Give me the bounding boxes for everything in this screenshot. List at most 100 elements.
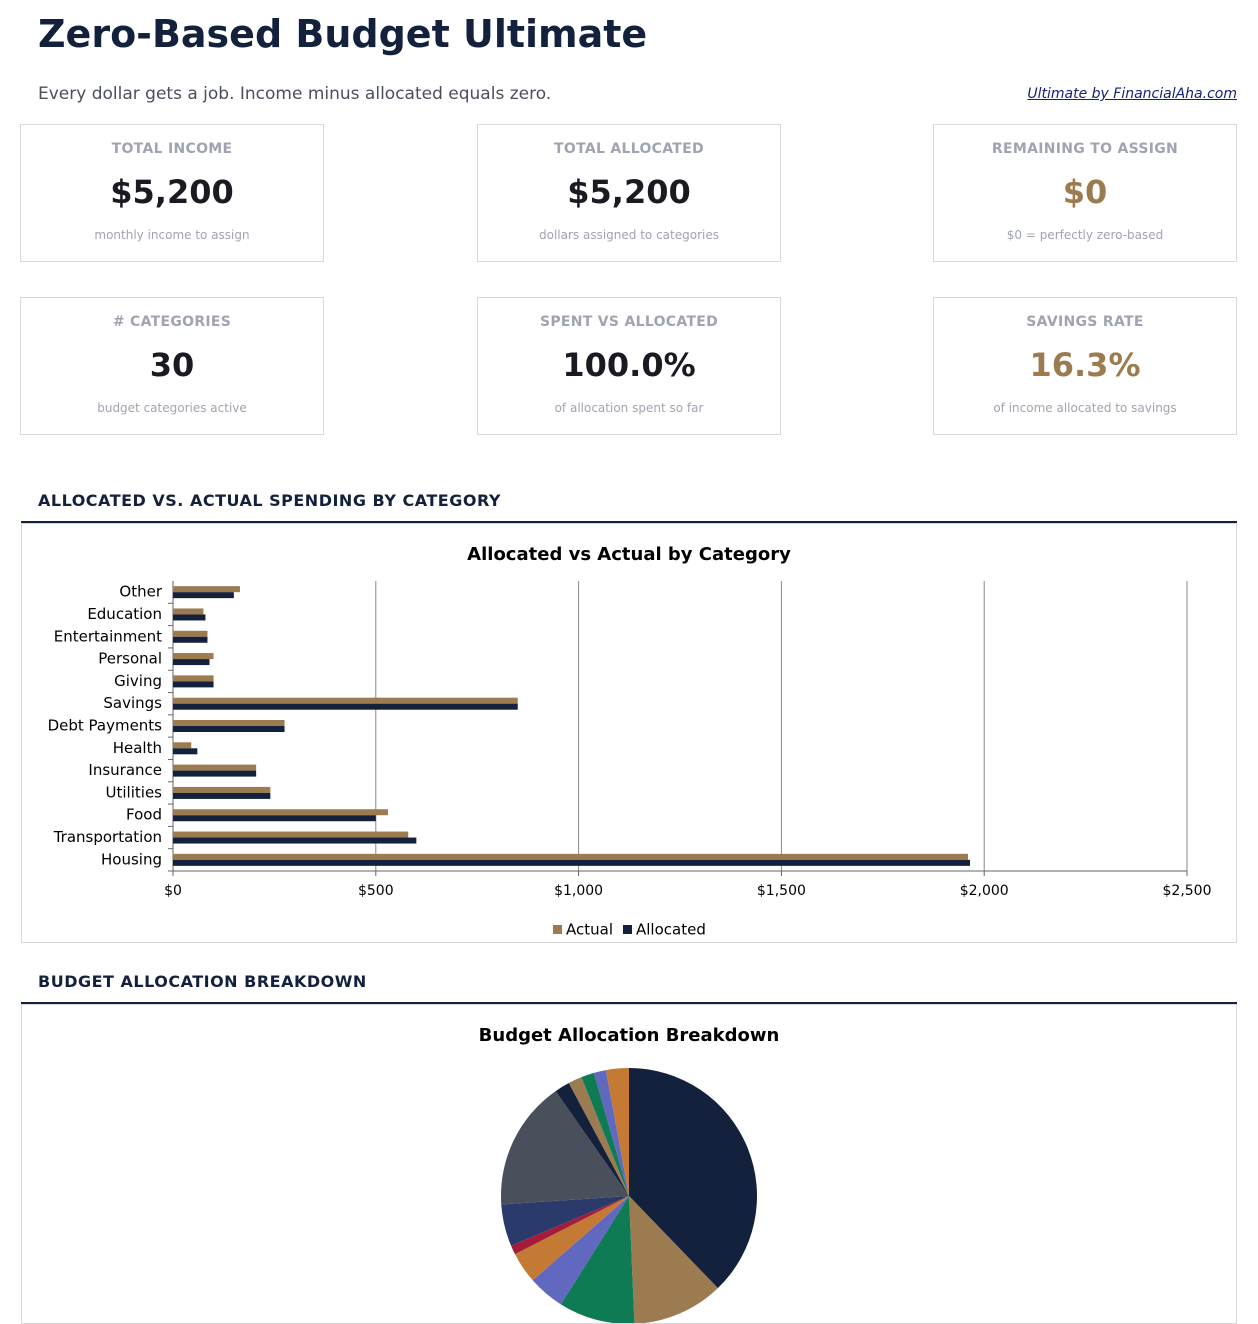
pie-slice [560,1196,635,1323]
y-tick-label: Entertainment [54,627,162,645]
legend-swatch [553,925,562,934]
bar [173,726,285,732]
bar [173,859,971,866]
stat-card: REMAINING TO ASSIGN $0 $0 = perfectly zero… [933,124,1237,262]
subtitle: Every dollar gets a job. Income minus al… [38,84,552,104]
chart-title: Allocated vs Actual by Category [467,544,791,565]
pie-slice [568,1077,629,1196]
card-label: SAVINGS RATE [1026,314,1144,330]
section-rule [21,1002,1237,1004]
bar [173,586,240,593]
y-tick-label: Food [126,806,162,824]
bar [173,720,285,726]
bar [173,659,210,666]
card-note: $0 = perfectly zero-based [1006,228,1164,242]
section-heading: BUDGET ALLOCATION BREAKDOWN [38,972,367,991]
section-rule [21,521,1237,523]
bar [173,742,192,749]
x-tick-label: $500 [358,883,394,899]
bar [173,703,518,710]
bar [173,809,388,816]
card-note: budget categories active [97,401,247,415]
bar [173,614,206,621]
y-tick-label: Personal [98,650,162,668]
bar [173,748,198,755]
bar [173,815,376,822]
pie-slice [532,1196,629,1305]
chart-title: Budget Allocation Breakdown [479,1025,780,1046]
card-note: dollars assigned to categories [539,228,719,242]
stat-card: SAVINGS RATE 16.3% of income allocated to … [933,297,1237,435]
pie-slice [605,1068,629,1196]
pie-slice [629,1068,757,1289]
y-tick-label: Utilities [106,783,163,801]
stat-card: SPENT VS ALLOCATED 100.0% of allocation sp… [477,297,781,435]
pie-slice [514,1196,629,1281]
pie-slice [593,1070,629,1196]
y-tick-label: Giving [114,672,162,690]
bar [173,831,409,838]
card-value: 30 [149,346,195,384]
card-value: $5,200 [110,173,234,211]
pie-slice [511,1196,629,1255]
bar [173,770,257,777]
page-title: Zero-Based Budget Ultimate [38,12,648,56]
pie-slice [581,1072,629,1196]
bar [173,792,271,799]
bar [173,608,204,615]
stat-card: TOTAL ALLOCATED $5,200 dollars assigned to… [477,124,781,262]
legend-label: Actual [566,921,613,939]
card-value: 16.3% [1029,346,1141,384]
stat-card: # CATEGORIES 30 budget categories active [20,297,324,435]
legend-label: Allocated [636,921,706,939]
y-tick-label: Debt Payments [48,717,163,735]
pie-slice [555,1083,629,1196]
bar [173,675,214,682]
bar [173,837,417,844]
card-label: TOTAL INCOME [111,141,233,157]
y-tick-label: Education [87,605,162,623]
bar [173,636,208,643]
x-tick-label: $2,500 [1163,883,1212,899]
card-value: $5,200 [567,173,691,211]
pie-slice [629,1196,718,1323]
chart-box: Allocated vs Actual by Category $0 $500 $1,… [21,523,1237,943]
legend-swatch [623,925,632,934]
card-label: # CATEGORIES [112,314,232,330]
card-note: monthly income to assign [94,228,250,242]
x-tick-label: $1,000 [554,883,603,899]
card-label: TOTAL ALLOCATED [554,141,704,157]
card-value: 100.0% [562,346,696,384]
card-note: of income allocated to savings [993,401,1177,415]
bar [173,681,214,688]
y-tick-label: Health [113,739,162,757]
bar-chart: Allocated vs Actual by Category $0 $500 $1,… [48,544,1212,939]
brand-link[interactable]: Ultimate by FinancialAha.com [1027,86,1237,102]
bar [173,697,518,704]
bar [173,853,968,860]
x-tick-label: $2,000 [960,883,1009,899]
pie-chart: Budget Allocation Breakdown [479,1025,780,1323]
card-label: REMAINING TO ASSIGN [991,141,1179,157]
stat-card: TOTAL INCOME $5,200 monthly income to assi… [20,124,324,262]
card-note: of allocation spent so far [554,401,704,415]
card-label: SPENT VS ALLOCATED [539,314,719,330]
x-tick-label: $1,500 [757,883,806,899]
bar [173,630,208,637]
x-tick-label: $0 [164,883,182,899]
bar [173,786,271,793]
pie-slice [501,1196,629,1246]
card-value: $0 [1062,173,1108,211]
y-tick-label: Insurance [88,761,162,779]
y-tick-label: Savings [103,694,162,712]
chart-box: Budget Allocation Breakdown [21,1004,1237,1324]
bar [173,653,214,660]
bar [173,764,257,771]
pie-slice [501,1091,629,1205]
y-tick-label: Transportation [53,828,162,846]
y-tick-label: Housing [101,850,162,868]
y-tick-label: Other [119,583,162,601]
bar [173,592,234,599]
section-heading: ALLOCATED VS. ACTUAL SPENDING BY CATEGOR… [38,491,501,510]
